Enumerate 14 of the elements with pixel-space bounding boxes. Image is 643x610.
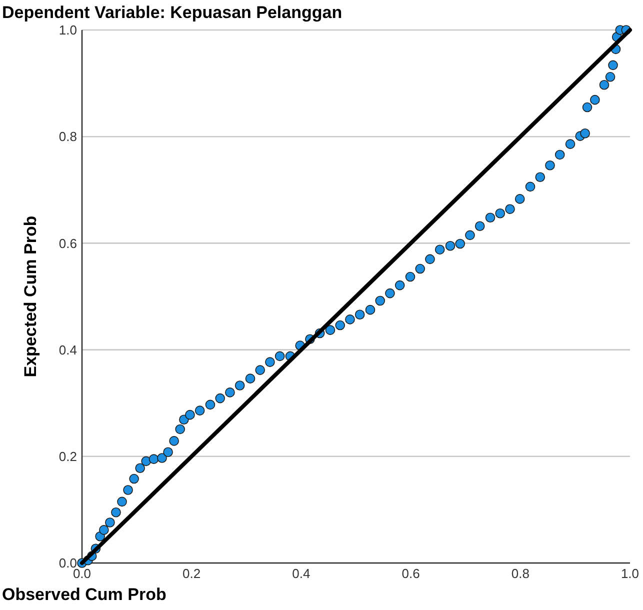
x-tick-label: 0.8 [511,566,530,581]
x-axis-title: Observed Cum Prob [2,585,166,604]
x-tick-label: 0.0 [72,566,92,581]
chart-title: Dependent Variable: Kepuasan Pelanggan [2,3,342,22]
x-tick-label: 0.2 [182,566,201,581]
y-tick-label: 0.8 [58,129,77,144]
x-tick-label: 0.6 [402,566,420,581]
x-tick-label: 1.0 [620,566,640,581]
x-tick-label: 0.4 [292,566,310,581]
y-tick-label: 0.4 [58,342,77,358]
y-axis-title: Expected Cum Prob [21,216,40,378]
y-tick-label: 0.6 [58,236,77,251]
y-tick-label: 0.2 [58,448,77,464]
y-tick-label: 1.0 [58,22,77,38]
